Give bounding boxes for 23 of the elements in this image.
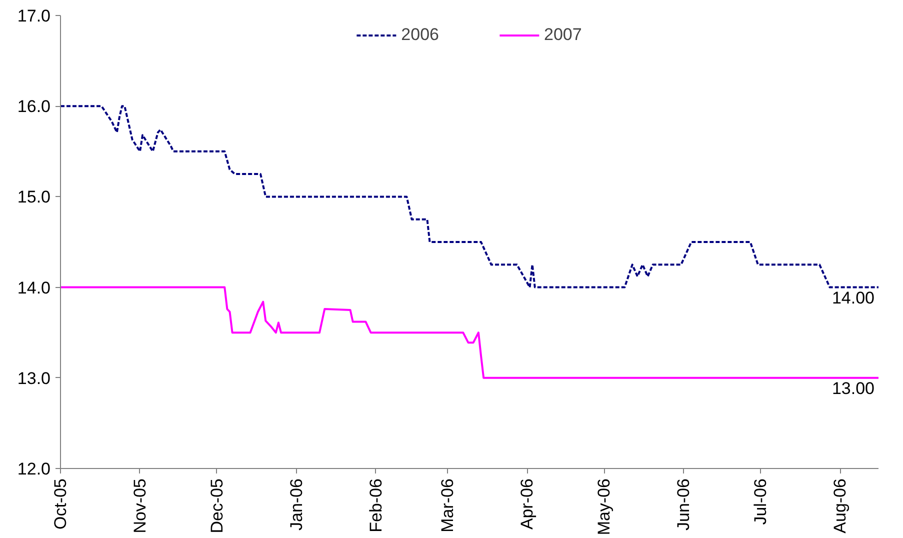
x-tick-label: Nov-05 xyxy=(130,478,150,534)
x-tick-label: Dec-05 xyxy=(207,478,226,534)
x-tick-label: Jan-06 xyxy=(286,478,306,530)
x-tick-label: Feb-06 xyxy=(366,478,386,532)
annotation: 14.00 xyxy=(832,288,875,308)
x-tick-label: May-06 xyxy=(594,478,614,536)
x-tick-label: Apr-06 xyxy=(518,478,537,530)
y-tick-label: 15.0 xyxy=(17,188,51,207)
y-tick-label: 17.0 xyxy=(17,6,51,26)
x-tick-label: Jun-06 xyxy=(674,478,694,530)
y-tick-label: 14.0 xyxy=(17,278,51,298)
line-series xyxy=(60,286,878,379)
legend-label: 2006 xyxy=(401,25,439,45)
x-tick-label: Aug-06 xyxy=(830,478,850,534)
y-tick-label: 13.0 xyxy=(17,368,51,388)
y-tick-label: 12.0 xyxy=(17,460,51,478)
x-tick-label: Jul-06 xyxy=(751,478,770,525)
annotation: 13.00 xyxy=(832,378,875,398)
y-tick-label: 16.0 xyxy=(17,97,51,116)
legend-label: 2007 xyxy=(544,25,582,45)
x-tick-label: Mar-06 xyxy=(438,478,458,532)
line-series xyxy=(60,105,878,288)
x-tick-label: Oct-05 xyxy=(51,478,70,530)
